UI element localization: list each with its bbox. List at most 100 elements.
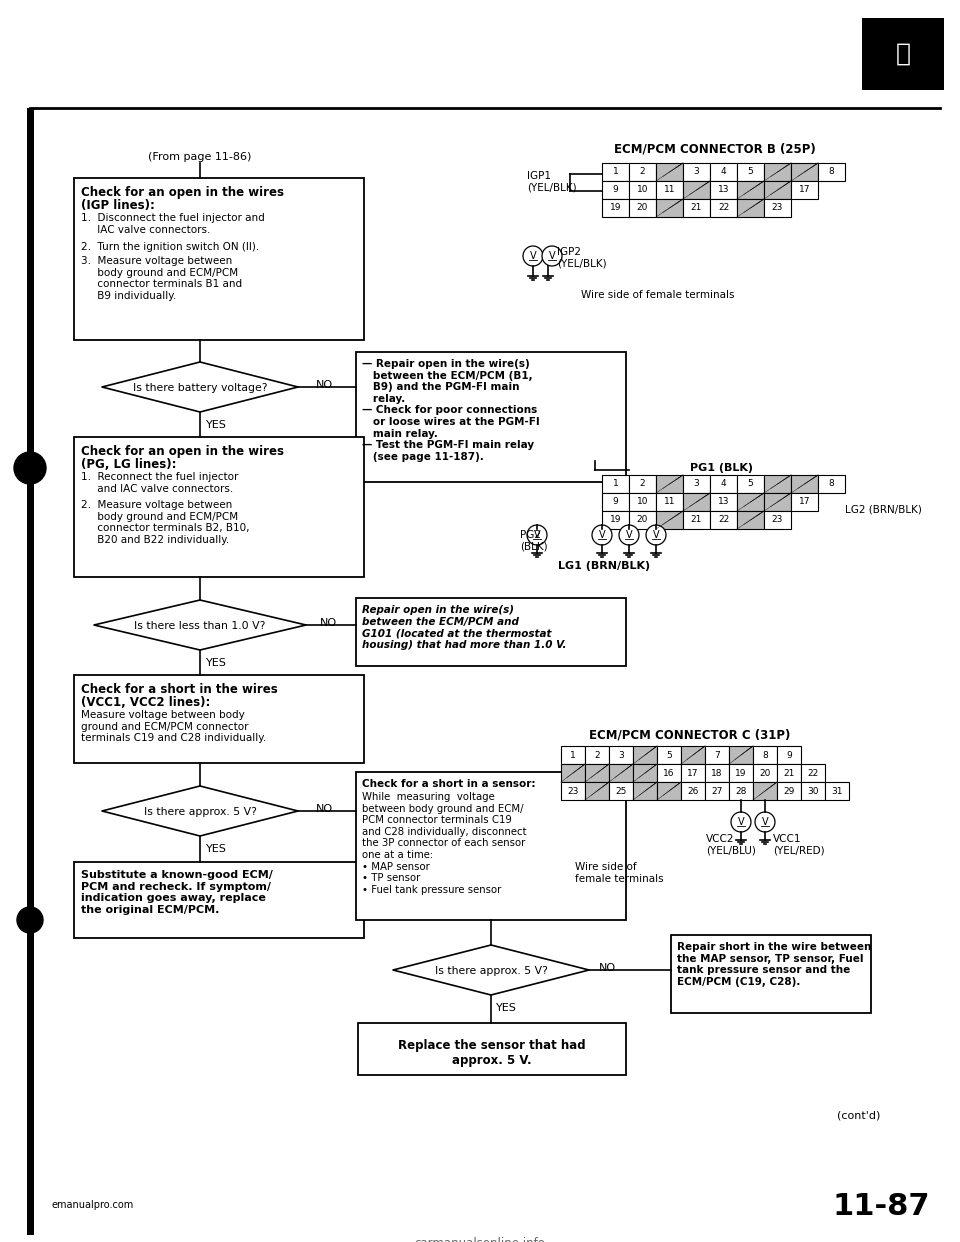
- Text: 1: 1: [612, 479, 618, 488]
- Text: 16: 16: [663, 769, 675, 777]
- FancyBboxPatch shape: [764, 493, 791, 510]
- FancyBboxPatch shape: [777, 764, 801, 782]
- FancyBboxPatch shape: [629, 474, 656, 493]
- Text: V: V: [599, 530, 606, 540]
- FancyBboxPatch shape: [629, 163, 656, 181]
- Text: Check for an open in the wires: Check for an open in the wires: [81, 445, 284, 458]
- Text: 13: 13: [718, 498, 730, 507]
- FancyBboxPatch shape: [710, 510, 737, 529]
- FancyBboxPatch shape: [737, 181, 764, 199]
- FancyBboxPatch shape: [737, 510, 764, 529]
- FancyBboxPatch shape: [609, 764, 633, 782]
- Text: 8: 8: [762, 750, 768, 760]
- Text: V: V: [534, 530, 540, 540]
- FancyBboxPatch shape: [74, 674, 364, 763]
- Text: 27: 27: [711, 786, 723, 795]
- FancyBboxPatch shape: [74, 178, 364, 340]
- FancyBboxPatch shape: [629, 181, 656, 199]
- FancyBboxPatch shape: [629, 510, 656, 529]
- Circle shape: [527, 525, 547, 545]
- FancyBboxPatch shape: [777, 782, 801, 800]
- FancyBboxPatch shape: [791, 474, 818, 493]
- FancyBboxPatch shape: [609, 746, 633, 764]
- Text: ECM/PCM CONNECTOR C (31P): ECM/PCM CONNECTOR C (31P): [589, 728, 791, 741]
- FancyBboxPatch shape: [656, 493, 683, 510]
- Text: (VCC1, VCC2 lines):: (VCC1, VCC2 lines):: [81, 696, 210, 709]
- Text: 20: 20: [759, 769, 771, 777]
- Text: V: V: [761, 817, 768, 827]
- Text: V: V: [653, 530, 660, 540]
- FancyBboxPatch shape: [753, 746, 777, 764]
- Circle shape: [592, 525, 612, 545]
- Text: 30: 30: [807, 786, 819, 795]
- Circle shape: [14, 452, 46, 484]
- Text: ECM/PCM CONNECTOR B (25P): ECM/PCM CONNECTOR B (25P): [614, 143, 816, 156]
- Text: Wire side of female terminals: Wire side of female terminals: [581, 289, 734, 301]
- Text: 17: 17: [799, 185, 810, 195]
- FancyBboxPatch shape: [74, 862, 364, 938]
- Text: 22: 22: [807, 769, 819, 777]
- FancyBboxPatch shape: [633, 764, 657, 782]
- Circle shape: [523, 246, 543, 266]
- FancyBboxPatch shape: [737, 493, 764, 510]
- Text: Repair open in the wire(s)
between the ECM/PCM and
G101 (located at the thermost: Repair open in the wire(s) between the E…: [362, 605, 566, 650]
- FancyBboxPatch shape: [356, 597, 626, 666]
- FancyBboxPatch shape: [764, 199, 791, 217]
- Text: 5: 5: [748, 168, 754, 176]
- FancyBboxPatch shape: [657, 746, 681, 764]
- FancyBboxPatch shape: [683, 199, 710, 217]
- FancyBboxPatch shape: [764, 474, 791, 493]
- Text: NO: NO: [316, 380, 333, 390]
- FancyBboxPatch shape: [683, 510, 710, 529]
- FancyBboxPatch shape: [561, 764, 585, 782]
- Text: V: V: [530, 251, 537, 261]
- FancyBboxPatch shape: [683, 474, 710, 493]
- FancyBboxPatch shape: [705, 764, 729, 782]
- FancyBboxPatch shape: [656, 199, 683, 217]
- Text: 20: 20: [636, 204, 648, 212]
- FancyBboxPatch shape: [602, 163, 629, 181]
- Text: 11: 11: [663, 498, 675, 507]
- FancyBboxPatch shape: [681, 746, 705, 764]
- Text: LG1 (BRN/BLK): LG1 (BRN/BLK): [558, 561, 650, 571]
- FancyBboxPatch shape: [656, 510, 683, 529]
- FancyBboxPatch shape: [585, 764, 609, 782]
- Text: NO: NO: [316, 804, 333, 814]
- Text: YES: YES: [496, 1004, 516, 1013]
- FancyBboxPatch shape: [561, 746, 585, 764]
- Text: 21: 21: [691, 204, 702, 212]
- FancyBboxPatch shape: [764, 510, 791, 529]
- Circle shape: [542, 246, 562, 266]
- FancyBboxPatch shape: [710, 199, 737, 217]
- Text: 3: 3: [618, 750, 624, 760]
- Text: 17: 17: [799, 498, 810, 507]
- Text: Substitute a known-good ECM/
PCM and recheck. If symptom/
indication goes away, : Substitute a known-good ECM/ PCM and rec…: [81, 869, 273, 915]
- FancyBboxPatch shape: [683, 163, 710, 181]
- Text: 10: 10: [636, 185, 648, 195]
- Text: Measure voltage between body
ground and ECM/PCM connector
terminals C19 and C28 : Measure voltage between body ground and …: [81, 710, 266, 743]
- FancyBboxPatch shape: [358, 1023, 626, 1076]
- FancyBboxPatch shape: [671, 935, 871, 1013]
- Text: 8: 8: [828, 168, 834, 176]
- FancyBboxPatch shape: [710, 493, 737, 510]
- Text: 23: 23: [567, 786, 579, 795]
- FancyBboxPatch shape: [729, 782, 753, 800]
- Text: 23: 23: [772, 515, 783, 524]
- FancyBboxPatch shape: [791, 163, 818, 181]
- FancyBboxPatch shape: [729, 764, 753, 782]
- Circle shape: [619, 525, 639, 545]
- FancyBboxPatch shape: [710, 163, 737, 181]
- FancyBboxPatch shape: [683, 181, 710, 199]
- Text: Replace the sensor that had
approx. 5 V.: Replace the sensor that had approx. 5 V.: [398, 1040, 586, 1067]
- FancyBboxPatch shape: [710, 181, 737, 199]
- FancyBboxPatch shape: [633, 782, 657, 800]
- FancyBboxPatch shape: [356, 351, 626, 482]
- FancyBboxPatch shape: [656, 163, 683, 181]
- Text: 9: 9: [612, 185, 618, 195]
- Text: 3: 3: [694, 479, 700, 488]
- FancyBboxPatch shape: [74, 437, 364, 578]
- Text: (From page 11-86): (From page 11-86): [148, 152, 252, 161]
- Text: IGP1
(YEL/BLK): IGP1 (YEL/BLK): [527, 171, 577, 193]
- FancyBboxPatch shape: [737, 474, 764, 493]
- FancyBboxPatch shape: [729, 746, 753, 764]
